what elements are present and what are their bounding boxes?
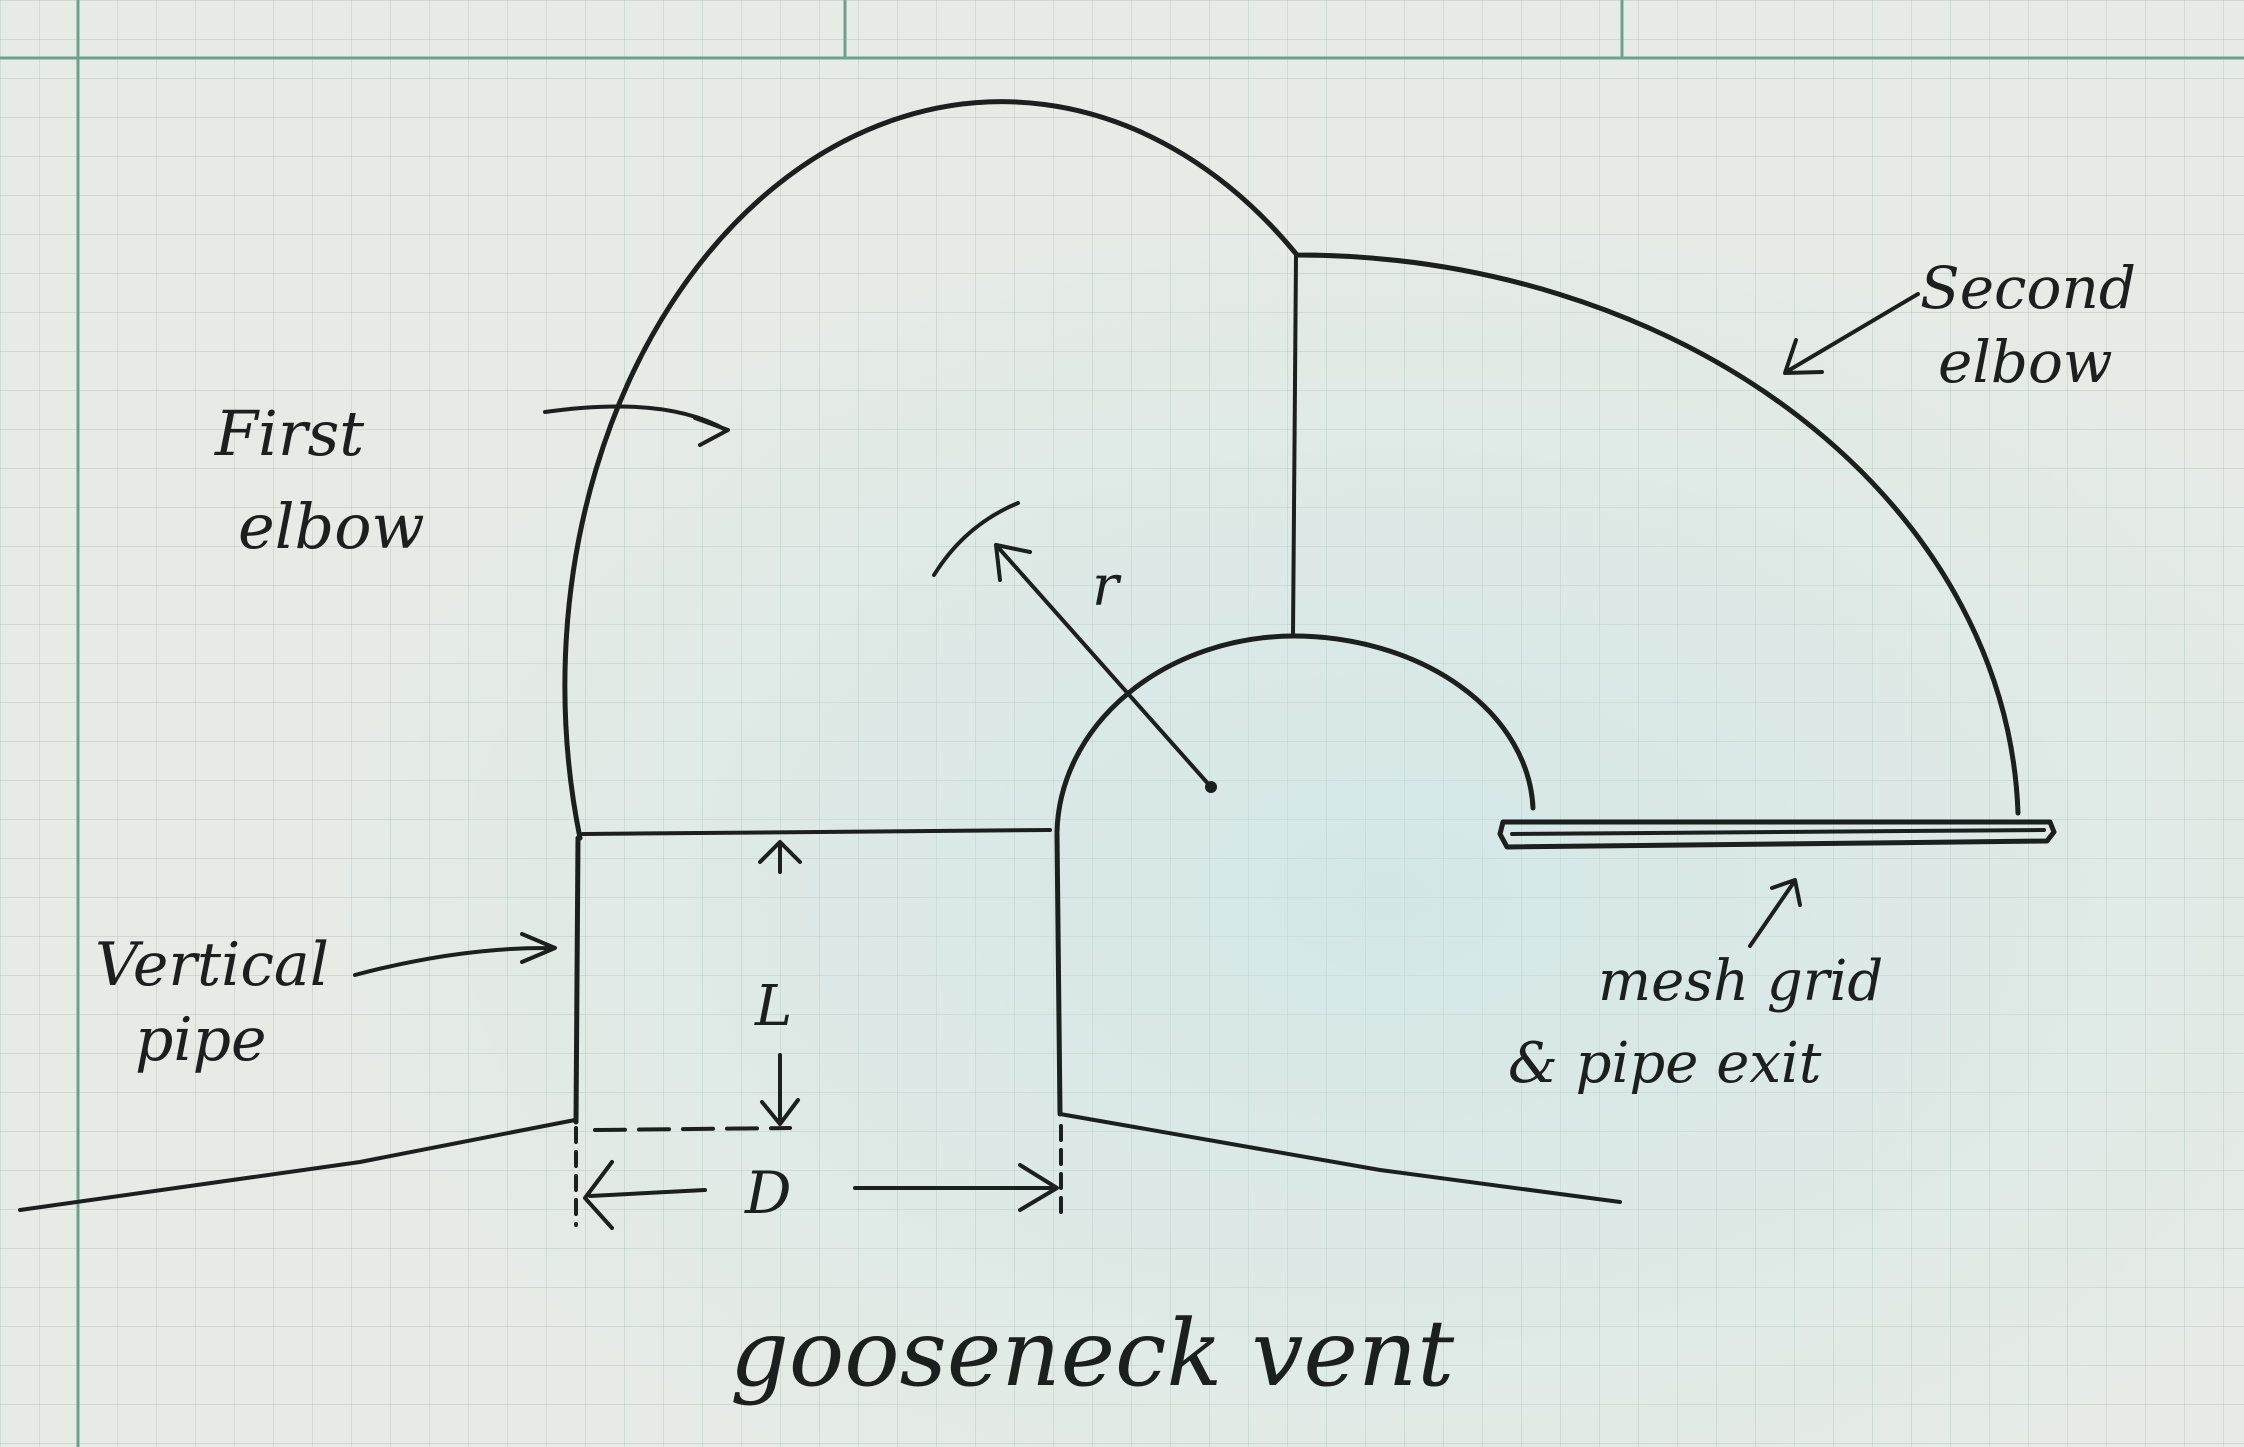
length-arrow-down [760, 1053, 800, 1126]
vertical-pipe-arrow [353, 932, 557, 977]
diagram-caption: gooseneck vent [730, 1300, 1455, 1407]
length-label: L [754, 974, 792, 1039]
diameter-label: D [744, 1159, 792, 1227]
mesh-grid-arrow [1748, 878, 1802, 948]
mesh-grid-label-line2: & pipe exit [1508, 1031, 1822, 1096]
vertical-pipe-left-wall [573, 835, 581, 1125]
radius-arrow-head [994, 543, 1032, 582]
first-elbow-label-line2: elbow [238, 490, 425, 563]
first-elbow-arrow [543, 404, 730, 447]
vertical-pipe-right-wall [1054, 831, 1063, 1117]
second-elbow-arrow [1783, 292, 1920, 375]
length-arrow-up [758, 840, 802, 874]
mesh-grid-exit [1497, 819, 2057, 850]
second-elbow-label-line1: Second [1920, 254, 2136, 322]
radius-arrow-line [994, 543, 1213, 789]
mesh-grid-inner-line [1510, 828, 2046, 836]
base-dashed-line [593, 1126, 792, 1132]
radius-arc-tick [932, 501, 1020, 577]
vertical-pipe-label-line2: pipe [135, 1005, 267, 1075]
radius-label: r [1092, 554, 1122, 619]
mesh-grid-label-line1: mesh grid [1598, 949, 1883, 1014]
inner-elbow-arc [1054, 633, 1536, 835]
diameter-arrow-left [583, 1160, 707, 1230]
pipe-top-seam [581, 828, 1052, 836]
outer-elbow-arc [562, 99, 2021, 841]
radius-center-dot [1205, 781, 1217, 793]
first-elbow-label-line1: First [214, 397, 364, 470]
vertical-pipe-label-line1: Vertical [95, 930, 329, 1000]
elbow-joint-seam [1291, 254, 1298, 638]
second-elbow-label-line2: elbow [1938, 328, 2113, 396]
diameter-arrow-right [853, 1163, 1059, 1212]
ground-line-left [18, 1118, 577, 1212]
ground-line-right [1058, 1112, 1622, 1204]
